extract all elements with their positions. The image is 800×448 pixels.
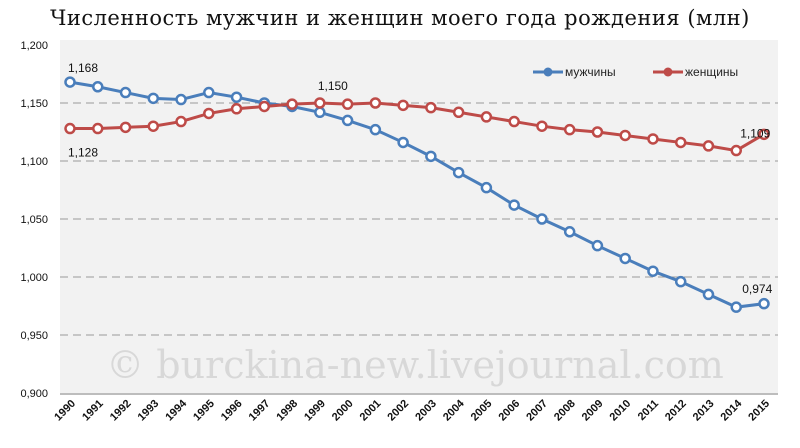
data-label: 1,168	[68, 61, 98, 75]
data-point	[425, 150, 437, 163]
data-point	[619, 129, 631, 142]
data-point	[397, 136, 409, 149]
y-tick-label: 1,000	[20, 272, 48, 284]
data-point	[730, 301, 742, 313]
data-point	[730, 144, 742, 157]
data-point	[563, 226, 576, 238]
data-point	[452, 166, 465, 179]
y-tick-label: 0,950	[20, 330, 48, 342]
legend-marker	[543, 67, 553, 77]
data-point	[758, 297, 770, 310]
x-tick-label: 1992	[108, 398, 134, 424]
data-point	[119, 86, 132, 99]
x-tick-label: 2009	[580, 398, 606, 424]
data-point	[591, 126, 604, 138]
data-point	[452, 106, 465, 119]
data-label: 1,109	[740, 127, 770, 141]
x-tick-label: 2014	[719, 397, 745, 423]
x-tick-label: 2004	[441, 397, 467, 423]
data-point	[674, 275, 687, 288]
data-point	[92, 81, 104, 93]
y-tick-label: 0,900	[20, 388, 48, 400]
x-tick-label: 2001	[358, 398, 384, 424]
data-point	[397, 99, 409, 112]
data-point	[647, 133, 659, 145]
data-point	[341, 98, 354, 110]
data-point	[230, 103, 243, 115]
x-tick-label: 2015	[746, 398, 772, 424]
data-point	[536, 120, 548, 132]
chart-title: Численность мужчин и женщин моего года р…	[50, 6, 750, 30]
data-point	[147, 120, 160, 132]
data-point	[203, 86, 215, 99]
data-point	[758, 128, 770, 141]
data-point	[286, 98, 298, 110]
y-tick-label: 1,100	[20, 156, 48, 168]
data-point	[369, 123, 382, 136]
data-label: 0,974	[742, 282, 772, 296]
x-tick-label: 1998	[274, 398, 300, 424]
data-point	[230, 91, 243, 103]
data-point	[341, 114, 354, 127]
x-tick-label: 2012	[663, 398, 689, 424]
legend-item-1: женщины	[653, 65, 738, 79]
data-point	[702, 140, 715, 152]
x-tick-label: 1990	[52, 398, 78, 424]
x-tick-label: 1993	[136, 398, 162, 424]
data-point	[314, 97, 326, 109]
y-tick-label: 1,200	[20, 40, 48, 52]
data-point	[92, 122, 104, 135]
watermark: © burckina-new.livejournal.com	[106, 343, 724, 387]
data-point	[425, 101, 437, 114]
x-tick-label: 2007	[524, 398, 550, 424]
data-label: 1,128	[68, 146, 98, 160]
x-tick-label: 2005	[469, 398, 495, 424]
data-point	[119, 121, 132, 134]
x-tick-label: 1999	[302, 398, 328, 424]
y-tick-label: 1,150	[20, 98, 48, 110]
data-point	[258, 100, 271, 113]
data-point	[203, 107, 215, 120]
data-point	[480, 181, 493, 194]
data-point	[536, 213, 548, 225]
x-tick-label: 2010	[608, 398, 634, 424]
x-tick-label: 2002	[385, 398, 411, 424]
data-point	[563, 123, 576, 136]
data-point	[175, 93, 187, 106]
data-point	[480, 111, 493, 123]
data-point	[591, 239, 604, 252]
data-point	[619, 252, 631, 265]
x-tick-label: 2003	[413, 398, 439, 424]
data-point	[369, 97, 382, 109]
plot-area	[60, 40, 778, 395]
data-point	[674, 136, 687, 149]
data-point	[147, 92, 160, 105]
data-label: 1,150	[318, 79, 348, 93]
data-point	[508, 199, 520, 211]
x-tick-label: 2013	[691, 398, 717, 424]
x-tick-label: 1996	[219, 398, 245, 424]
x-tick-label: 2006	[496, 398, 522, 424]
data-point	[314, 106, 326, 119]
data-point	[175, 115, 187, 128]
data-point	[64, 122, 76, 135]
legend-item-0: мужчины	[533, 65, 616, 79]
legend-label: мужчины	[565, 65, 616, 79]
data-point	[702, 288, 715, 301]
y-tick-label: 1,050	[20, 214, 48, 226]
legend-marker	[663, 67, 673, 77]
x-tick-label: 1991	[80, 398, 106, 424]
data-point	[647, 265, 659, 277]
x-tick-label: 1997	[247, 398, 273, 424]
x-tick-label: 2000	[330, 398, 356, 424]
data-point	[64, 76, 76, 88]
x-tick-label: 2008	[552, 398, 578, 424]
data-point	[508, 115, 520, 128]
x-tick-label: 2011	[636, 398, 661, 423]
legend-label: женщины	[685, 65, 738, 79]
x-tick-label: 1994	[163, 397, 189, 423]
x-tick-label: 1995	[191, 398, 217, 424]
